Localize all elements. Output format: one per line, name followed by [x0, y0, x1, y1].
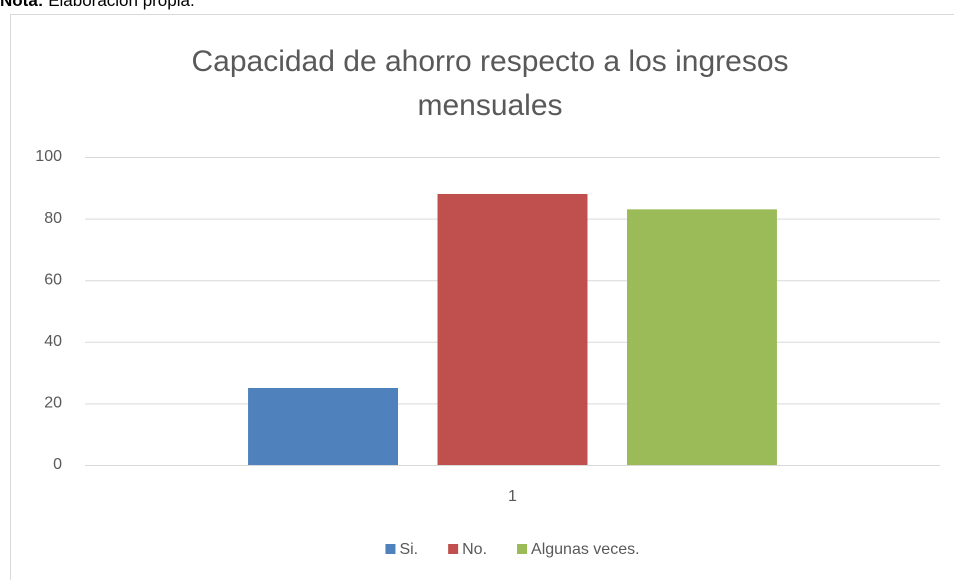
- bar: [248, 388, 399, 465]
- legend-swatch: [517, 544, 528, 554]
- y-tick-label: 100: [35, 148, 62, 165]
- note-label: Nota:: [0, 0, 44, 10]
- bar: [437, 193, 588, 465]
- note-text: Elaboración propia.: [48, 0, 195, 10]
- y-tick-label: 0: [53, 456, 62, 473]
- y-tick-label: 80: [44, 210, 62, 227]
- note: Nota: Elaboración propia.: [0, 0, 195, 11]
- legend-swatch: [448, 544, 459, 554]
- legend-label: Algunas veces.: [531, 541, 640, 558]
- legend-swatch: [385, 544, 396, 554]
- legend-label: No.: [462, 541, 487, 558]
- legend-label: Si.: [399, 541, 418, 558]
- y-tick-label: 20: [44, 395, 62, 412]
- y-tick-label: 60: [44, 271, 62, 288]
- x-tick-label: 1: [508, 488, 517, 505]
- y-tick-label: 40: [44, 333, 62, 350]
- bar: [626, 209, 777, 465]
- chart-title: Capacidad de ahorro respecto a los ingre…: [191, 45, 789, 122]
